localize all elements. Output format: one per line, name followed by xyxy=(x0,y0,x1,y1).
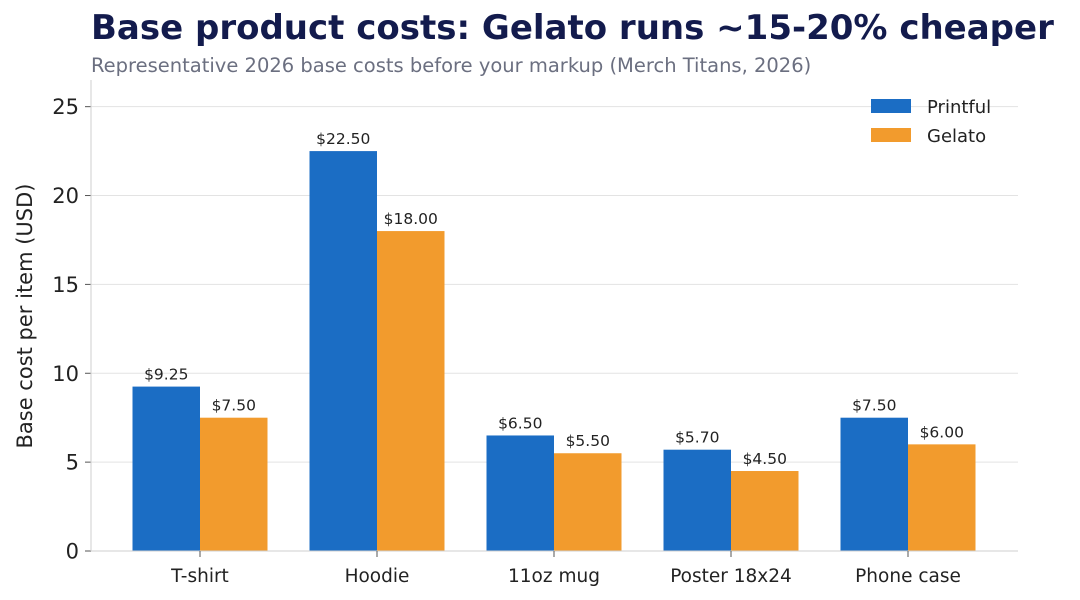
y-tick-label: 20 xyxy=(52,184,79,208)
legend-swatch-printful xyxy=(871,99,911,113)
chart-title: Base product costs: Gelato runs ~15-20% … xyxy=(91,8,1054,48)
y-tick-label: 0 xyxy=(66,540,79,564)
x-category-label: Phone case xyxy=(855,566,961,587)
bar-printful-11oz-mug xyxy=(486,435,554,551)
bars xyxy=(132,151,976,551)
legend: Printful Gelato xyxy=(871,97,991,147)
bar-printful-poster-18x24 xyxy=(663,449,731,551)
data-label: $5.70 xyxy=(675,429,719,447)
x-category-label: 11oz mug xyxy=(508,566,600,587)
data-label: $6.50 xyxy=(498,414,542,432)
data-label: $7.50 xyxy=(852,397,896,415)
chart-subtitle: Representative 2026 base costs before yo… xyxy=(91,54,812,77)
y-tick-label: 5 xyxy=(66,451,79,475)
data-label: $6.00 xyxy=(920,423,964,441)
legend-label-printful: Printful xyxy=(927,97,991,118)
y-tick-label: 25 xyxy=(52,95,79,119)
y-tick-label: 15 xyxy=(52,273,79,297)
bar-printful-phone-case xyxy=(840,417,908,551)
data-label: $7.50 xyxy=(212,397,256,415)
bar-printful-hoodie xyxy=(309,151,377,551)
x-category-label: T-shirt xyxy=(170,566,229,587)
bar-gelato-phone-case xyxy=(908,444,976,551)
bar-printful-t-shirt xyxy=(132,386,200,551)
bar-gelato-poster-18x24 xyxy=(731,471,799,551)
bar-gelato-t-shirt xyxy=(200,417,268,551)
y-axis-label: Base cost per item (USD) xyxy=(13,184,37,449)
data-labels: $9.25 $7.50 $22.50 $18.00 $6.50 $5.50 $5.70 $4.… xyxy=(144,130,964,468)
legend-label-gelato: Gelato xyxy=(927,126,986,147)
axes: 0 5 10 15 20 25 T-shirt Hoodie 11oz mug Poster 18… xyxy=(52,80,1018,587)
bar-gelato-11oz-mug xyxy=(554,453,622,551)
legend-swatch-gelato xyxy=(871,128,911,142)
data-label: $4.50 xyxy=(743,450,787,468)
data-label: $9.25 xyxy=(144,366,188,384)
x-category-label: Hoodie xyxy=(345,566,410,587)
y-tick-label: 10 xyxy=(52,362,79,386)
data-label: $18.00 xyxy=(384,210,438,228)
data-label: $22.50 xyxy=(316,130,370,148)
bar-gelato-hoodie xyxy=(377,231,445,551)
x-category-label: Poster 18x24 xyxy=(670,566,792,587)
data-label: $5.50 xyxy=(566,432,610,450)
